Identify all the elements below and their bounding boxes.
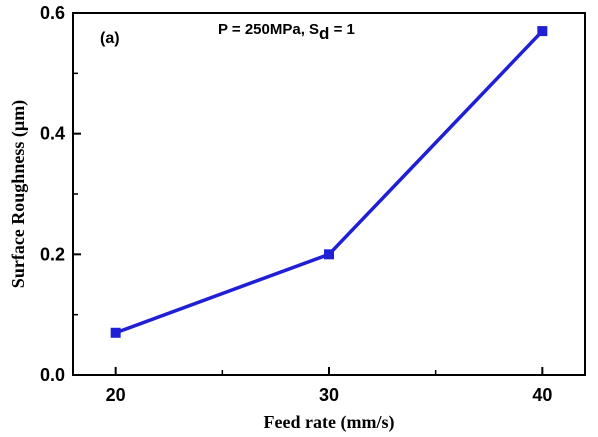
y-tick-label: 0.0 (40, 365, 65, 385)
annotation-main: P = 250MPa, S (218, 21, 319, 38)
y-tick-label: 0.2 (40, 244, 65, 264)
tick-labels: 20 30 40 0.0 0.2 0.4 0.6 (40, 3, 552, 405)
y-tick-label: 0.4 (40, 124, 65, 144)
y-tick-label: 0.6 (40, 3, 65, 23)
data-point-marker (110, 327, 121, 338)
annotation-tail: = 1 (329, 21, 354, 38)
series-line (115, 29, 544, 335)
series-layer (110, 26, 548, 338)
axis-ticks (73, 12, 544, 376)
annotation: P = 250MPa, Sd = 1 (218, 21, 355, 43)
data-point-marker (324, 249, 334, 260)
annotation-subscript: d (319, 24, 329, 43)
x-tick-label: 30 (319, 385, 339, 405)
x-tick-label: 20 (106, 385, 126, 405)
x-tick-label: 40 (532, 385, 552, 405)
y-axis-title: Surface Roughness (µm) (8, 100, 29, 288)
x-axis-title: Feed rate (mm/s) (264, 412, 395, 433)
data-point-marker (537, 26, 548, 37)
panel-label: (a) (100, 30, 120, 47)
